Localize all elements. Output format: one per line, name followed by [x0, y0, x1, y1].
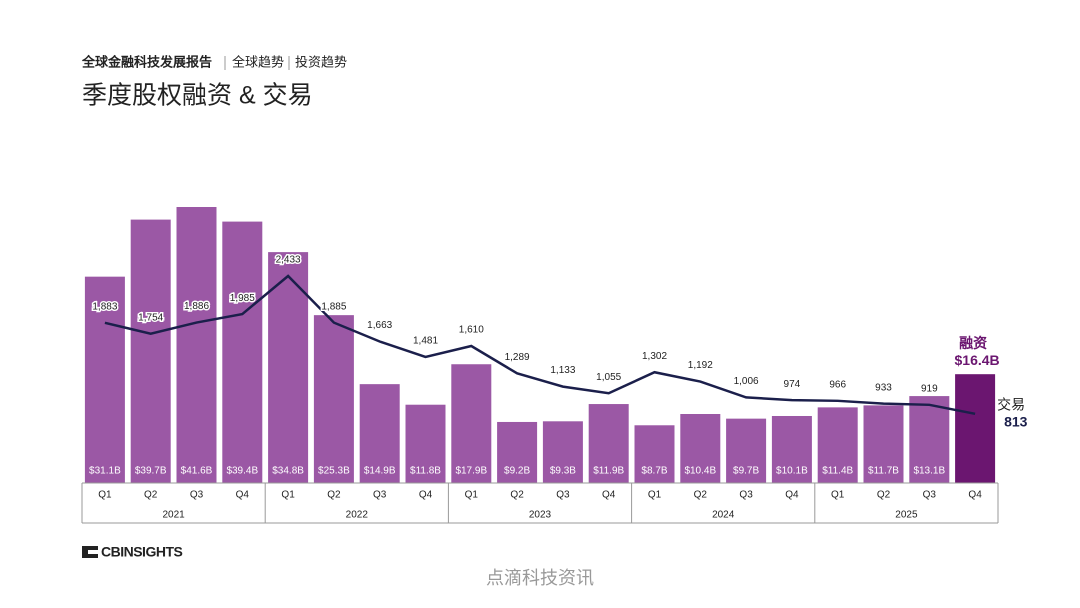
line-value-label: 1,883 — [92, 301, 117, 312]
bar-value-label: $14.9B — [364, 466, 396, 477]
bar — [497, 421, 538, 483]
bar — [313, 315, 354, 483]
bar — [405, 404, 446, 483]
header-section: 投资趋势 — [295, 54, 347, 69]
bar — [222, 221, 263, 483]
line-value-label: 919 — [921, 383, 938, 394]
bar-value-label: $9.7B — [733, 466, 759, 477]
bar-value-label: $13.1B — [913, 466, 945, 477]
bar-value-label: $9.3B — [550, 466, 576, 477]
bar — [542, 421, 583, 483]
line-value-label: 1,055 — [596, 372, 621, 383]
x-tick-label: Q2 — [144, 490, 158, 501]
line-value-label: 1,302 — [642, 351, 667, 362]
bar — [817, 407, 858, 483]
bar-value-label: $34.8B — [272, 466, 304, 477]
x-tick-label: Q4 — [968, 490, 982, 501]
bar — [771, 415, 812, 483]
x-tick-label: Q1 — [281, 490, 295, 501]
bar-value-label: $39.7B — [135, 466, 167, 477]
bar-value-label: $17.9B — [455, 466, 487, 477]
x-tick-label: Q3 — [556, 490, 570, 501]
bar — [588, 404, 629, 483]
year-label: 2023 — [529, 510, 552, 521]
x-tick-label: Q2 — [877, 490, 891, 501]
bar-value-label: $10.1B — [776, 466, 808, 477]
line-value-label: 1,985 — [230, 293, 255, 304]
bar — [130, 219, 171, 483]
x-tick-label: Q1 — [831, 490, 845, 501]
bar — [451, 364, 492, 483]
logo: CBINSIGHTS — [101, 544, 183, 560]
legend-label: 融资 — [959, 335, 987, 351]
bar — [726, 418, 767, 483]
bar-value-label: $8.7B — [641, 466, 667, 477]
x-tick-label: Q1 — [648, 490, 662, 501]
watermark: 点滴科技资讯 — [486, 568, 594, 588]
x-tick-label: Q1 — [465, 490, 479, 501]
x-tick-label: Q4 — [236, 490, 250, 501]
year-label: 2024 — [712, 510, 735, 521]
x-tick-label: Q2 — [510, 490, 524, 501]
bar-value-label: $41.6B — [181, 466, 213, 477]
x-tick-label: Q1 — [98, 490, 112, 501]
x-tick-label: Q3 — [190, 490, 204, 501]
x-tick-label: Q4 — [602, 490, 616, 501]
line-value-label: 1,885 — [321, 301, 346, 312]
line-value-label: 2,433 — [276, 255, 301, 266]
line-value-label: 1,886 — [184, 301, 209, 312]
line-value-label: 974 — [784, 379, 801, 390]
line-value-label: 1,610 — [459, 325, 484, 336]
deals-line — [104, 274, 976, 416]
year-label: 2021 — [162, 510, 185, 521]
header-section: 全球趋势 — [232, 54, 284, 69]
bar — [680, 414, 721, 483]
bar-value-label: $25.3B — [318, 466, 350, 477]
bar — [863, 405, 904, 483]
bar — [176, 207, 217, 483]
bar — [84, 276, 125, 483]
x-tick-label: Q2 — [694, 490, 708, 501]
legend-label: 交易 — [997, 397, 1025, 413]
bar-value-label: $10.4B — [684, 466, 716, 477]
chart-title: 季度股权融资 & 交易 — [82, 82, 313, 110]
line-value-label: 813 — [1004, 414, 1028, 430]
header-report: 全球金融科技发展报告 — [81, 54, 212, 69]
line-value-label: 1,192 — [688, 360, 713, 371]
logo-icon-cut — [88, 550, 98, 554]
bar — [955, 374, 996, 483]
x-tick-label: Q3 — [373, 490, 387, 501]
bar — [634, 425, 675, 483]
x-tick-label: Q4 — [785, 490, 799, 501]
x-tick-label: Q3 — [923, 490, 937, 501]
line-value-label: 1,289 — [505, 352, 530, 363]
year-label: 2025 — [895, 510, 918, 521]
x-tick-label: Q2 — [327, 490, 341, 501]
line-value-label: 966 — [829, 379, 846, 390]
bar-value-label: $11.9B — [593, 466, 624, 477]
year-label: 2022 — [346, 510, 369, 521]
x-tick-label: Q4 — [419, 490, 433, 501]
bar-value-label: $11.7B — [868, 466, 899, 477]
bar-value-label: $11.8B — [410, 466, 441, 477]
bar-value-label: $11.4B — [822, 466, 853, 477]
line-value-label: 1,481 — [413, 336, 438, 347]
bar-value-label: $16.4B — [955, 352, 1000, 368]
line-value-label: 1,133 — [550, 365, 575, 376]
bar — [909, 396, 950, 483]
line-value-label: 933 — [875, 382, 892, 393]
line-value-label: 1,663 — [367, 320, 392, 331]
bar-value-label: $9.2B — [504, 466, 530, 477]
bar — [359, 384, 400, 483]
line-value-label: 1,754 — [138, 312, 163, 323]
bar-value-label: $39.4B — [226, 466, 258, 477]
bar-value-label: $31.1B — [89, 466, 121, 477]
x-tick-label: Q3 — [739, 490, 753, 501]
line-value-label: 1,006 — [734, 376, 759, 387]
